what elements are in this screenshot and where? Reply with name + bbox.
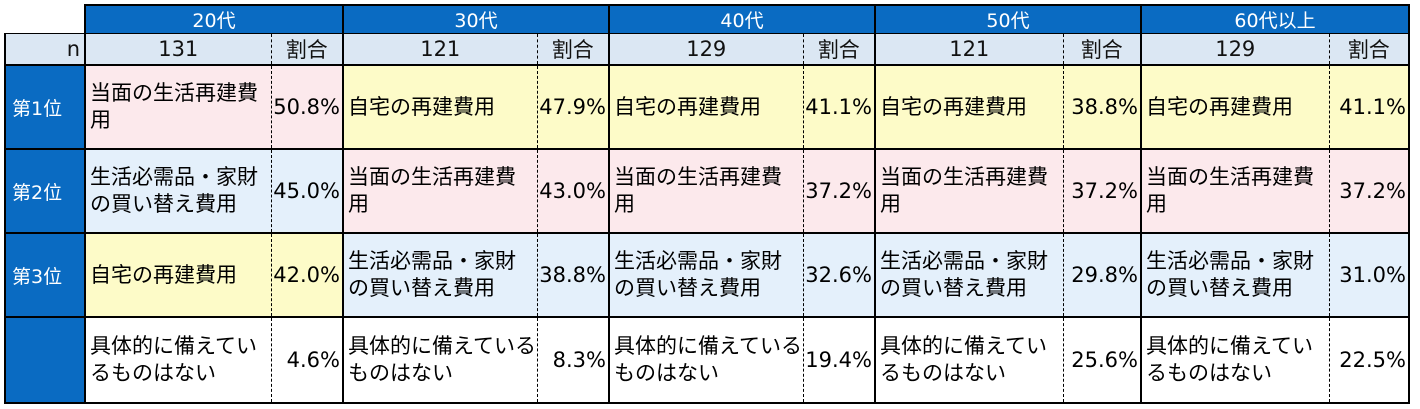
table-row: 第3位 自宅の再建費用 42.0% 生活必需品・家財の買い替え費用 38.8% …	[4, 233, 1410, 318]
percent-cell: 31.0%	[1329, 233, 1410, 318]
age-header-row: 20代 30代 40代 50代 60代以上	[5, 4, 1410, 34]
count-30s: 121	[343, 33, 538, 66]
table-row: 第1位 当面の生活再建費用 50.8% 自宅の再建費用 47.9% 自宅の再建費…	[4, 65, 1410, 150]
share-label: 割合	[1329, 33, 1410, 66]
item-cell: 具体的に備えているものはない	[609, 317, 804, 404]
percent-cell: 38.8%	[537, 233, 610, 318]
n-label: n	[4, 33, 86, 66]
item-cell: 生活必需品・家財の買い替え費用	[85, 149, 272, 234]
age-header-60s-plus: 60代以上	[1140, 4, 1410, 34]
percent-cell: 37.2%	[803, 149, 876, 234]
item-cell: 自宅の再建費用	[85, 233, 272, 318]
item-cell: 当面の生活再建費用	[609, 149, 804, 234]
percent-cell: 47.9%	[537, 65, 610, 150]
table-row: 第2位 生活必需品・家財の買い替え費用 45.0% 当面の生活再建費用 43.0…	[4, 149, 1410, 234]
rank-label: 第3位	[4, 233, 86, 318]
table-row: 具体的に備えているものはない 4.6% 具体的に備えているものはない 8.3% …	[4, 317, 1410, 404]
percent-cell: 38.8%	[1063, 65, 1142, 150]
count-header-row: n 131 割合 121 割合 129 割合 121 割合 129 割合	[4, 33, 1410, 66]
item-cell: 当面の生活再建費用	[1141, 149, 1330, 234]
item-cell: 自宅の再建費用	[609, 65, 804, 150]
percent-cell: 8.3%	[537, 317, 610, 404]
item-cell: 自宅の再建費用	[875, 65, 1064, 150]
item-cell: 生活必需品・家財の買い替え費用	[875, 233, 1064, 318]
percent-cell: 41.1%	[1329, 65, 1410, 150]
count-60s-plus: 129	[1141, 33, 1330, 66]
share-label: 割合	[271, 33, 344, 66]
item-cell: 自宅の再建費用	[1141, 65, 1330, 150]
count-50s: 121	[875, 33, 1064, 66]
percent-cell: 42.0%	[271, 233, 344, 318]
percent-cell: 37.2%	[1329, 149, 1410, 234]
item-cell: 生活必需品・家財の買い替え費用	[609, 233, 804, 318]
item-cell: 具体的に備えているものはない	[343, 317, 538, 404]
percent-cell: 22.5%	[1329, 317, 1410, 404]
count-40s: 129	[609, 33, 804, 66]
percent-cell: 37.2%	[1063, 149, 1142, 234]
count-20s: 131	[85, 33, 272, 66]
item-cell: 自宅の再建費用	[343, 65, 538, 150]
percent-cell: 25.6%	[1063, 317, 1142, 404]
corner-cell	[5, 5, 85, 34]
ranking-table: 20代 30代 40代 50代 60代以上 n 131 割合 121 割合 12…	[4, 4, 1410, 404]
item-cell: 当面の生活再建費用	[343, 149, 538, 234]
rank-label: 第1位	[4, 65, 86, 150]
age-header-30s: 30代	[342, 4, 610, 34]
percent-cell: 29.8%	[1063, 233, 1142, 318]
item-cell: 具体的に備えているものはない	[875, 317, 1064, 404]
item-cell: 具体的に備えているものはない	[85, 317, 272, 404]
age-header-50s: 50代	[874, 4, 1142, 34]
share-label: 割合	[1063, 33, 1142, 66]
item-cell: 生活必需品・家財の買い替え費用	[343, 233, 538, 318]
item-cell: 当面の生活再建費用	[875, 149, 1064, 234]
item-cell: 当面の生活再建費用	[85, 65, 272, 150]
share-label: 割合	[537, 33, 610, 66]
percent-cell: 41.1%	[803, 65, 876, 150]
age-header-40s: 40代	[608, 4, 876, 34]
item-cell: 具体的に備えているものはない	[1141, 317, 1330, 404]
percent-cell: 19.4%	[803, 317, 876, 404]
percent-cell: 32.6%	[803, 233, 876, 318]
percent-cell: 43.0%	[537, 149, 610, 234]
percent-cell: 50.8%	[271, 65, 344, 150]
item-cell: 生活必需品・家財の買い替え費用	[1141, 233, 1330, 318]
percent-cell: 45.0%	[271, 149, 344, 234]
share-label: 割合	[803, 33, 876, 66]
age-header-20s: 20代	[84, 4, 344, 34]
percent-cell: 4.6%	[271, 317, 344, 404]
rank-label: 第2位	[4, 149, 86, 234]
rank-label	[4, 317, 86, 404]
